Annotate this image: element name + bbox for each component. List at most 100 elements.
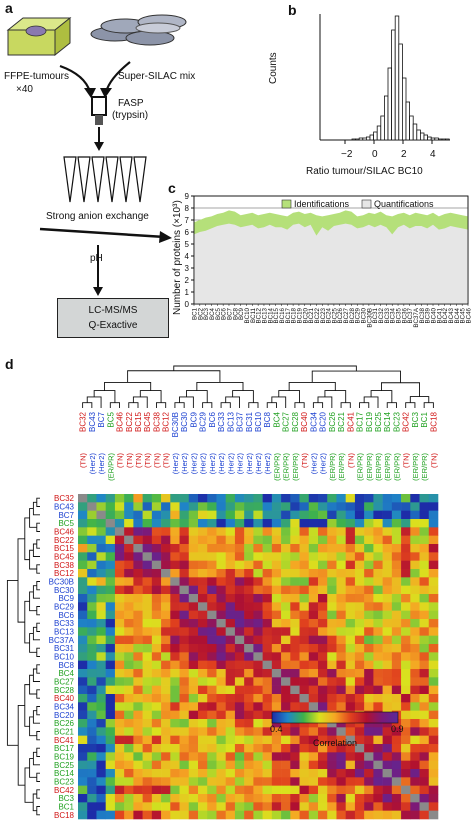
heatmap-cell	[271, 677, 282, 686]
heatmap-cell	[179, 727, 190, 736]
row-label: BC12	[54, 569, 75, 578]
heatmap-cell	[198, 652, 208, 661]
heatmap-cell	[188, 602, 199, 611]
heatmap-cell	[419, 760, 430, 770]
heatmap-cell	[244, 702, 254, 711]
heatmap-cell	[364, 810, 374, 820]
heatmap-cell	[170, 527, 180, 536]
heatmap-cell	[336, 619, 346, 628]
heatmap-cell	[87, 677, 97, 686]
heatmap-cell	[105, 702, 116, 711]
heatmap-cell	[327, 619, 337, 628]
workflow-diagram	[6, 14, 187, 296]
heatmap-cell	[428, 577, 439, 586]
heatmap-cell	[105, 627, 116, 636]
heatmap-cell	[253, 710, 263, 720]
legend-label: Identifications	[294, 199, 350, 209]
heatmap-cell	[234, 710, 245, 720]
heatmap-cell	[151, 594, 162, 603]
heatmap-cell	[318, 669, 328, 678]
heatmap-cell	[170, 719, 180, 728]
heatmap-cell	[290, 569, 300, 578]
heatmap-cell	[170, 585, 180, 595]
heatmap-cell	[354, 544, 365, 553]
heatmap-cell	[96, 569, 106, 578]
heatmap-cell	[124, 619, 134, 628]
column-label: BC19	[365, 411, 374, 432]
heatmap-cell	[327, 535, 337, 545]
heatmap-cell	[78, 785, 88, 795]
heatmap-cell	[327, 769, 337, 778]
column-subtype-label: (ER/PR)	[291, 453, 300, 481]
dendrogram-link	[36, 706, 40, 716]
heatmap-cell	[78, 794, 88, 803]
heatmap-cell	[262, 810, 273, 820]
heatmap-cell	[271, 669, 282, 678]
histogram-bar	[419, 132, 425, 141]
heatmap-cell	[308, 560, 319, 570]
heatmap-cell	[382, 719, 393, 728]
heatmap-cell	[271, 602, 282, 611]
heatmap-cell	[281, 660, 291, 670]
heatmap-cell	[271, 660, 282, 670]
heatmap-cell	[133, 594, 143, 603]
heatmap-cell	[234, 702, 245, 711]
heatmap-cell	[382, 727, 393, 736]
heatmap-cell	[142, 585, 153, 595]
column-subtype-label: (Her2)	[199, 453, 208, 475]
heatmap-cell	[281, 794, 291, 803]
heatmap-cell	[401, 669, 411, 678]
heatmap-cell	[170, 669, 180, 678]
heatmap-cell	[225, 769, 236, 778]
heatmap-cell	[96, 752, 106, 761]
heatmap-cell	[401, 627, 411, 636]
heatmap-cell	[198, 744, 208, 753]
column-label: BC15	[134, 411, 143, 432]
heatmap-cell	[308, 802, 319, 811]
heatmap-cell	[114, 702, 125, 711]
heatmap-cell	[114, 669, 125, 678]
column-subtype-label: (ER/PR)	[365, 453, 374, 481]
heatmap-cell	[336, 794, 346, 803]
heatmap-cell	[391, 602, 402, 611]
heatmap-cell	[336, 569, 346, 578]
chart-c-xtick-label: BC3	[203, 307, 210, 320]
heatmap-cell	[244, 619, 254, 628]
heatmap-cell	[96, 585, 106, 595]
dendrogram-link	[381, 382, 420, 397]
dendrogram-link	[82, 402, 93, 408]
column-subtype-label: (TN)	[402, 453, 411, 468]
heatmap-cell	[373, 610, 383, 620]
heatmap-cell	[345, 560, 356, 570]
heatmap-cell	[151, 585, 162, 595]
heatmap-cell	[253, 719, 263, 728]
heatmap-cell	[382, 610, 393, 620]
heatmap-cell	[308, 694, 319, 703]
heatmap-cell	[419, 727, 430, 736]
heatmap-cell	[234, 785, 245, 795]
heatmap-cell	[401, 727, 411, 736]
heatmap-cell	[114, 785, 125, 795]
heatmap-cell	[336, 785, 346, 795]
heatmap-cell	[133, 702, 143, 711]
heatmap-cell	[382, 502, 393, 511]
heatmap-cell	[318, 702, 328, 711]
column-subtype-label: (TN)	[134, 453, 143, 468]
dendrogram-link	[173, 365, 357, 372]
heatmap-cell	[161, 694, 171, 703]
heatmap-cell	[299, 694, 310, 703]
heatmap-cell	[253, 519, 263, 528]
heatmap-cell	[133, 735, 143, 745]
heatmap-cell	[142, 710, 153, 720]
heatmap-cell	[410, 644, 420, 653]
heatmap-cell	[133, 794, 143, 803]
heatmap-cell	[170, 685, 180, 695]
heatmap-cell	[216, 569, 226, 578]
heatmap-cell	[401, 552, 411, 561]
heatmap-cell	[345, 660, 356, 670]
heatmap-cell	[216, 810, 226, 820]
heatmap-cell	[318, 619, 328, 628]
heatmap-cell	[179, 710, 190, 720]
heatmap-cell	[373, 685, 383, 695]
heatmap-cell	[133, 544, 143, 553]
